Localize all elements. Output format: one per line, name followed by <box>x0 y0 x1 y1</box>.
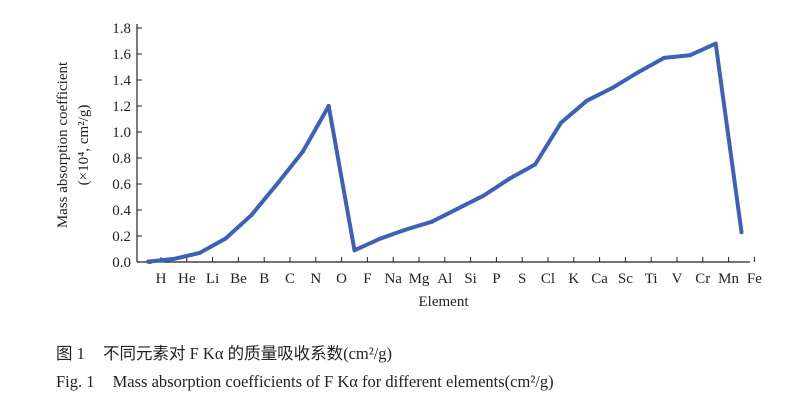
y-tick-label: 1.0 <box>112 125 131 141</box>
data-point <box>146 259 151 264</box>
data-point <box>326 104 331 108</box>
x-axis-ticks: H He Li Be B C N O F Na Mg Al Si P S Cl K Ca Sc Ti V Cr Mn Fe <box>156 257 762 287</box>
y-tick-label: 0.0 <box>112 255 131 271</box>
y-axis-title: Mass absorption coefficient (×10⁴, cm²/g… <box>55 61 92 228</box>
x-tick-label: Al <box>437 271 452 287</box>
data-point <box>197 250 202 255</box>
x-tick-label: Sc <box>618 271 633 287</box>
x-tick-label: P <box>492 271 500 287</box>
data-point <box>171 256 176 261</box>
data-point <box>275 182 280 186</box>
x-tick-label: B <box>259 271 269 287</box>
data-point <box>404 227 409 232</box>
data-point <box>507 176 512 181</box>
data-point <box>378 236 383 241</box>
caption-text-english: Mass absorption coefficients of F Kα for… <box>112 372 554 391</box>
y-tick-label: 0.8 <box>112 151 131 167</box>
x-tick-label: O <box>336 271 347 287</box>
y-axis-ticks: 0.0 0.2 0.4 0.6 0.8 1.0 1.2 1.4 1.6 1.8 <box>112 21 142 271</box>
x-tick-label: N <box>310 271 321 287</box>
x-tick-label: S <box>518 271 526 287</box>
caption-text-chinese: 不同元素对 F Kα 的质量吸收系数(cm²/g) <box>103 344 393 363</box>
y-tick-label: 0.4 <box>112 203 131 219</box>
data-point <box>455 206 460 211</box>
x-tick-label: Ca <box>591 271 608 287</box>
data-point <box>558 120 563 125</box>
data-point <box>481 193 486 198</box>
x-tick-label: Si <box>464 271 477 287</box>
y-tick-label: 1.4 <box>112 73 131 89</box>
x-tick-label: Mg <box>409 271 430 287</box>
data-point <box>352 248 357 253</box>
chart: 0.00.20.40.60.81.01.21.41.61.8 H He Li Be B C… <box>55 21 762 310</box>
figure-number-english: Fig. 1 <box>56 372 95 391</box>
data-point <box>687 53 692 58</box>
y-tick-label: 1.8 <box>112 21 131 37</box>
data-point <box>636 70 641 75</box>
data-point <box>610 85 615 90</box>
x-tick-label: V <box>672 271 683 287</box>
y-axis-title-line1: Mass absorption coefficient <box>55 61 71 228</box>
x-tick-label: Ti <box>645 271 658 287</box>
figure-number-chinese: 图 1 <box>56 344 85 363</box>
x-tick-label: Fe <box>747 271 762 287</box>
x-tick-label: F <box>363 271 371 287</box>
series-line <box>146 41 744 264</box>
x-tick-label: Cl <box>541 271 555 287</box>
y-axis-title-line2: (×10⁴, cm²/g) <box>76 105 92 186</box>
data-series <box>146 41 744 264</box>
x-tick-label: Li <box>206 271 219 287</box>
x-tick-label: Mn <box>718 271 739 287</box>
figure-caption-english: Fig. 1 Mass absorption coefficients of F… <box>56 372 554 392</box>
x-tick-label: Be <box>230 271 247 287</box>
data-point <box>223 236 228 241</box>
y-tick-label: 0.2 <box>112 229 131 245</box>
y-tick-label: 1.2 <box>112 99 131 115</box>
x-tick-label: K <box>568 271 579 287</box>
x-tick-label: Cr <box>695 271 710 287</box>
x-tick-label: H <box>156 271 167 287</box>
data-point <box>429 219 434 224</box>
y-tick-label: 1.6 <box>112 47 131 63</box>
y-tick-label: 0.6 <box>112 177 131 193</box>
data-point <box>533 162 538 167</box>
x-axis-title: Element <box>419 294 470 310</box>
data-point <box>300 149 305 154</box>
data-point <box>713 41 718 46</box>
data-point <box>584 98 589 103</box>
chart-axes <box>136 24 750 263</box>
data-point <box>662 55 667 60</box>
data-point <box>249 213 254 218</box>
x-tick-label: He <box>178 271 196 287</box>
figure-caption-chinese: 图 1 不同元素对 F Kα 的质量吸收系数(cm²/g) <box>56 340 392 364</box>
x-tick-label: C <box>285 271 295 287</box>
x-tick-label: Na <box>384 271 402 287</box>
data-point <box>739 230 744 235</box>
